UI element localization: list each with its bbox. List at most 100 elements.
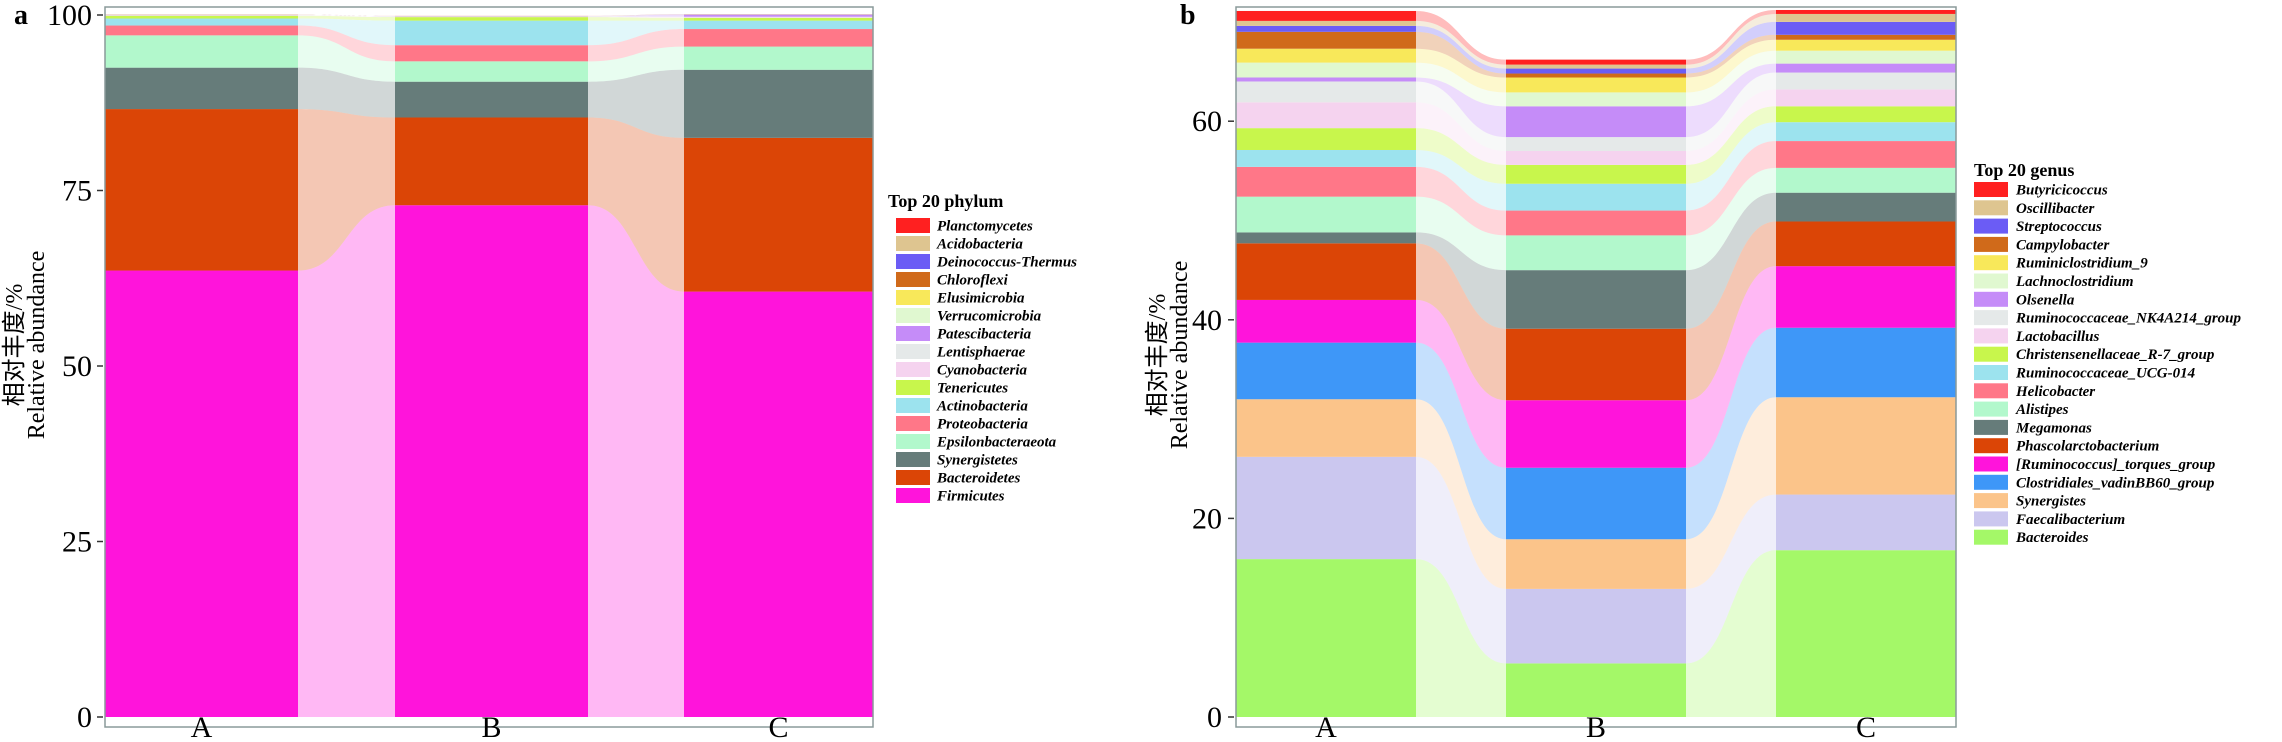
legend-swatch bbox=[1974, 419, 2008, 435]
bar-segment-clostridiales-vadinbb60-group-C bbox=[1776, 327, 1956, 398]
ribbon-planctomycetes-B-C bbox=[588, 14, 684, 16]
panel-b-ribbons bbox=[1416, 9, 1776, 717]
legend-label: Faecalibacterium bbox=[2015, 512, 2125, 528]
legend-swatch bbox=[1974, 438, 2008, 454]
bar-segment-phascolarctobacterium-A bbox=[1236, 243, 1416, 300]
bar-segment-streptococcus-C bbox=[1776, 21, 1956, 35]
legend-swatch bbox=[1974, 346, 2008, 362]
ribbon-ruminococcaceae-ucg-014-B-C bbox=[1686, 122, 1776, 211]
ribbon-proteobacteria-B-C bbox=[588, 29, 684, 62]
ribbon-acidobacteria-B-C bbox=[588, 14, 684, 17]
bar-segment-olsenella-C bbox=[1776, 63, 1956, 73]
bar-segment-cyanobacteria-C bbox=[684, 17, 873, 18]
ribbon-actinobacteria-B-C bbox=[588, 20, 684, 46]
legend-swatch bbox=[896, 344, 930, 359]
bar-segment-firmicutes-C bbox=[684, 291, 873, 717]
legend-item-phascolarctobacterium: Phascolarctobacterium bbox=[1974, 438, 2159, 455]
ribbon-synergistes-A-B bbox=[1416, 399, 1506, 589]
bar-segment-patescibacteria-C bbox=[684, 14, 873, 17]
legend-swatch bbox=[896, 416, 930, 431]
legend-item-lentisphaerae: Lentisphaerae bbox=[896, 344, 1026, 361]
bar-segment-actinobacteria-C bbox=[684, 20, 873, 30]
ribbon-verrucomicrobia-B-C bbox=[588, 14, 684, 17]
bar-segment-bacteroides-A bbox=[1236, 559, 1416, 717]
legend-label: Elusimicrobia bbox=[936, 291, 1025, 307]
y-tick-label: 20 bbox=[1192, 502, 1222, 535]
bar-segment-clostridiales-vadinbb60-group-A bbox=[1236, 342, 1416, 400]
bar-segment-butyricicoccus-C bbox=[1776, 9, 1956, 14]
legend-label: Acidobacteria bbox=[936, 237, 1023, 253]
ribbon-ruminococcus-torques-group-B-C bbox=[1686, 266, 1776, 468]
bar-segment-ruminococcaceae-nk4a214-group-C bbox=[1776, 72, 1956, 90]
legend-swatch bbox=[1974, 291, 2008, 307]
legend-label: Lentisphaerae bbox=[936, 345, 1026, 361]
legend-label: Cyanobacteria bbox=[937, 363, 1027, 379]
legend-item-christensenellaceae-r-7-group: Christensenellaceae_R-7_group bbox=[1974, 346, 2215, 363]
panel-a-legend: Planctomycetes Acidobacteria Deinococcus-T… bbox=[896, 218, 1077, 505]
y-title-chinese: 相对丰度/% bbox=[1144, 294, 1171, 417]
ribbon-proteobacteria-A-B bbox=[298, 25, 395, 62]
ribbon-phascolarctobacterium-B-C bbox=[1686, 221, 1776, 401]
legend-label: Oscillibacter bbox=[2016, 201, 2094, 217]
bar-segment-lactobacillus-B bbox=[1506, 150, 1686, 165]
panel-b-legend: Butyricicoccus Oscillibacter Streptococcus… bbox=[1974, 182, 2241, 546]
ribbon-lactobacillus-B-C bbox=[1686, 89, 1776, 165]
legend-item-lachnoclostridium: Lachnoclostridium bbox=[1974, 273, 2134, 290]
legend-swatch bbox=[1974, 310, 2008, 326]
legend-swatch bbox=[1974, 511, 2008, 527]
legend-label: Phascolarctobacterium bbox=[2016, 439, 2159, 455]
legend-swatch bbox=[896, 236, 930, 251]
legend-swatch bbox=[896, 452, 930, 467]
legend-item-streptococcus: Streptococcus bbox=[1974, 218, 2102, 235]
legend-item-chloroflexi: Chloroflexi bbox=[896, 272, 1009, 289]
legend-item-faecalibacterium: Faecalibacterium bbox=[1974, 511, 2125, 528]
legend-swatch bbox=[1974, 200, 2008, 216]
bar-segment-phascolarctobacterium-C bbox=[1776, 221, 1956, 267]
ribbon-clostridiales-vadinbb60-group-B-C bbox=[1686, 327, 1776, 540]
legend-label: Butyricicoccus bbox=[2015, 183, 2108, 199]
ribbon-campylobacter-A-B bbox=[1416, 31, 1506, 78]
y-tick-label: 50 bbox=[62, 350, 92, 383]
ribbon-oscillibacter-A-B bbox=[1416, 20, 1506, 69]
bar-segment-ruminiclostridium-9-C bbox=[1776, 39, 1956, 51]
legend-item-megamonas: Megamonas bbox=[1974, 419, 2092, 436]
legend-swatch bbox=[896, 434, 930, 449]
bar-segment-phascolarctobacterium-B bbox=[1506, 328, 1686, 401]
bar-segment-streptococcus-A bbox=[1236, 25, 1416, 32]
bar-segment-olsenella-B bbox=[1506, 106, 1686, 138]
legend-label: Epsilonbacteraeota bbox=[936, 435, 1057, 451]
legend-label: Synergistes bbox=[2016, 494, 2086, 510]
bar-segment-synergistes-A bbox=[1236, 399, 1416, 457]
panel-a-legend-title: Top 20 phylum bbox=[888, 191, 1003, 211]
legend-swatch bbox=[1974, 365, 2008, 380]
legend-label: Ruminococcaceae_UCG-014 bbox=[2015, 366, 2196, 382]
ribbon-firmicutes-B-C bbox=[588, 205, 684, 717]
legend-swatch bbox=[896, 290, 930, 305]
legend-item-verrucomicrobia: Verrucomicrobia bbox=[896, 308, 1042, 325]
legend-swatch bbox=[896, 488, 930, 503]
bar-segment-streptococcus-B bbox=[1506, 68, 1686, 74]
legend-swatch bbox=[896, 362, 930, 377]
ribbon-alistipes-A-B bbox=[1416, 196, 1506, 271]
legend-item-lactobacillus: Lactobacillus bbox=[1974, 328, 2099, 345]
legend-item-bacteroidetes: Bacteroidetes bbox=[896, 470, 1020, 487]
bar-segment-proteobacteria-A bbox=[105, 25, 298, 36]
ribbon-megamonas-A-B bbox=[1416, 232, 1506, 329]
bar-segment-helicobacter-C bbox=[1776, 141, 1956, 168]
bar-segment-megamonas-B bbox=[1506, 270, 1686, 329]
bar-segment-tenericutes-B bbox=[395, 17, 588, 21]
panel-letter-b: b bbox=[1180, 0, 1196, 31]
legend-item-ruminococcaceae-ucg-014: Ruminococcaceae_UCG-014 bbox=[1974, 365, 2196, 382]
ribbon-ruminiclostridium-9-A-B bbox=[1416, 48, 1506, 93]
legend-label: Synergistetes bbox=[937, 453, 1018, 469]
legend-label: Patescibacteria bbox=[937, 327, 1032, 343]
ribbon-christensenellaceae-r-7-group-B-C bbox=[1686, 106, 1776, 184]
legend-label: Christensenellaceae_R-7_group bbox=[2016, 347, 2215, 363]
panel-b-y-title: 相对丰度/% Relative abundance bbox=[1144, 261, 1193, 450]
ribbon-chloroflexi-A-B bbox=[298, 14, 395, 17]
ribbon-epsilonbacteraeota-B-C bbox=[588, 46, 684, 82]
legend-swatch bbox=[1974, 383, 2008, 399]
panel-letter-a: a bbox=[14, 0, 28, 31]
ribbon-tenericutes-B-C bbox=[588, 17, 684, 21]
x-tick-label: A bbox=[1315, 711, 1337, 742]
